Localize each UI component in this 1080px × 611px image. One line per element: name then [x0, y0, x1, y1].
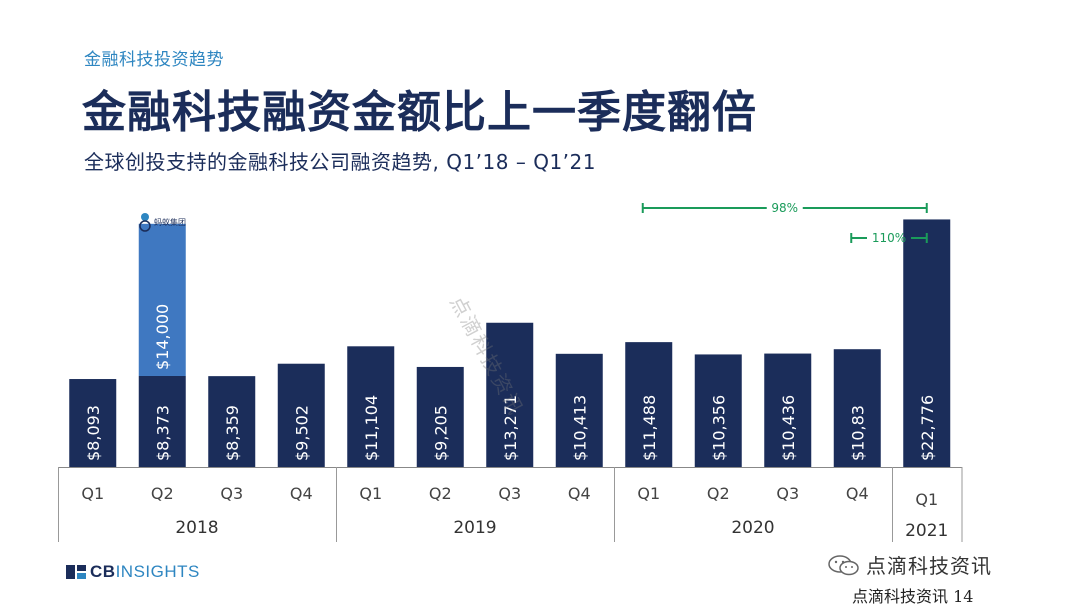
cbinsights-wordmark: CBINSIGHTS	[90, 562, 200, 582]
cbinsights-mark-icon	[66, 565, 86, 579]
quarter-label: Q3	[776, 484, 799, 503]
quarter-label: Q1	[359, 484, 382, 503]
quarter-label: Q2	[429, 484, 452, 503]
chart-subtitle: 全球创投支持的金融科技公司融资趋势, Q1’18 – Q1’21	[84, 150, 596, 174]
bar-value-label: $8,093	[84, 405, 103, 461]
bar-fintech-4	[347, 346, 395, 467]
bar-fintech-7	[555, 353, 603, 467]
cbinsights-logo: CBINSIGHTS	[66, 562, 200, 582]
wechat-icon	[828, 554, 859, 575]
bar-value-label: $10,413	[570, 395, 589, 461]
quarter-label: Q1	[915, 490, 938, 509]
bar-fintech-12	[903, 219, 951, 467]
quarter-label: Q3	[220, 484, 243, 503]
year-label: 2021	[905, 521, 948, 541]
year-label: 2019	[453, 518, 496, 538]
quarter-label: Q4	[568, 484, 591, 503]
bar-fintech-11	[833, 349, 881, 467]
year-label: 2020	[731, 518, 774, 538]
bar-value-label: $8,373	[153, 405, 172, 461]
bar-fintech-1	[138, 375, 186, 467]
growth-label: 110%	[872, 231, 906, 245]
bar-fintech-6	[486, 322, 534, 467]
section-kicker: 金融科技投资趋势	[84, 50, 224, 70]
quarter-label: Q1	[81, 484, 104, 503]
bar-value-label: $14,000	[153, 304, 172, 370]
bar-fintech-0	[69, 379, 117, 467]
bar-fintech-8	[625, 342, 673, 467]
quarter-label: Q3	[498, 484, 521, 503]
bar-fintech-3	[277, 363, 325, 467]
bar-fintech-9	[694, 354, 742, 467]
bar-fintech-5	[416, 366, 464, 467]
bar-value-label: $11,488	[640, 395, 659, 461]
quarter-label: Q2	[151, 484, 174, 503]
growth-label: 98%	[771, 201, 798, 215]
ant-logo-label: 蚂蚁集团	[154, 217, 186, 227]
wechat-account: 点滴科技资讯	[828, 550, 992, 579]
wechat-account-name: 点滴科技资讯	[866, 554, 992, 578]
bar-fintech-10	[764, 353, 812, 467]
footer-watermark: 点滴科技资讯 14	[852, 587, 974, 606]
quarter-label: Q1	[637, 484, 660, 503]
cb-wordmark: CB	[90, 562, 116, 581]
growth-annotation: 98%	[641, 201, 928, 215]
bar-fintech-2	[208, 376, 256, 467]
bar-value-label: $10,356	[709, 395, 728, 461]
bar-value-label: $10,436	[779, 395, 798, 461]
quarter-label: Q4	[846, 484, 869, 503]
insights-wordmark: INSIGHTS	[115, 562, 200, 581]
bar-value-label: $22,776	[918, 395, 937, 461]
page-title: 金融科技融资金额比上一季度翻倍	[82, 87, 757, 138]
bar-value-label: $10,83	[848, 405, 867, 461]
bar-value-label: $11,104	[362, 395, 381, 461]
quarter-label: Q2	[707, 484, 730, 503]
quarter-label: Q4	[290, 484, 313, 503]
bar-value-label: $9,205	[431, 405, 450, 461]
ant-icon	[139, 213, 151, 232]
ant-group-logo: 蚂蚁集团	[138, 212, 186, 232]
bar-ant-1	[138, 223, 186, 376]
growth-annotation: 110%	[850, 231, 928, 245]
bar-value-label: $8,359	[223, 405, 242, 461]
year-label: 2018	[175, 518, 218, 538]
bar-value-label: $13,271	[501, 395, 520, 461]
bar-value-label: $9,502	[292, 405, 311, 461]
